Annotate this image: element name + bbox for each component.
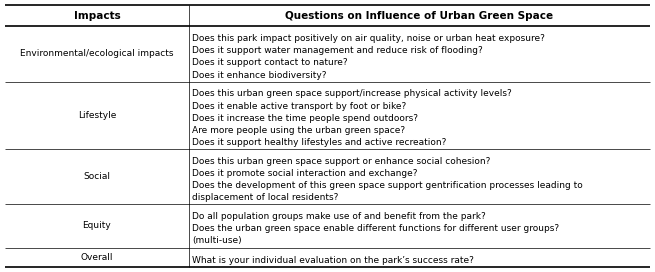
Text: Equity: Equity — [83, 221, 111, 230]
Text: Do all population groups make use of and benefit from the park?
Does the urban g: Do all population groups make use of and… — [192, 212, 559, 245]
Text: Impacts: Impacts — [73, 11, 121, 21]
Text: Social: Social — [83, 172, 111, 181]
Text: Environmental/ecological impacts: Environmental/ecological impacts — [20, 50, 174, 58]
Text: Questions on Influence of Urban Green Space: Questions on Influence of Urban Green Sp… — [286, 11, 553, 21]
Text: Overall: Overall — [81, 253, 113, 262]
Text: Lifestyle: Lifestyle — [78, 111, 116, 120]
Text: Does this urban green space support or enhance social cohesion?
Does it promote : Does this urban green space support or e… — [192, 157, 582, 202]
Text: Does this urban green space support/increase physical activity levels?
Does it e: Does this urban green space support/incr… — [192, 89, 512, 147]
Text: What is your individual evaluation on the park’s success rate?: What is your individual evaluation on th… — [192, 255, 474, 265]
Text: Does this park impact positively on air quality, noise or urban heat exposure?
D: Does this park impact positively on air … — [192, 34, 545, 79]
